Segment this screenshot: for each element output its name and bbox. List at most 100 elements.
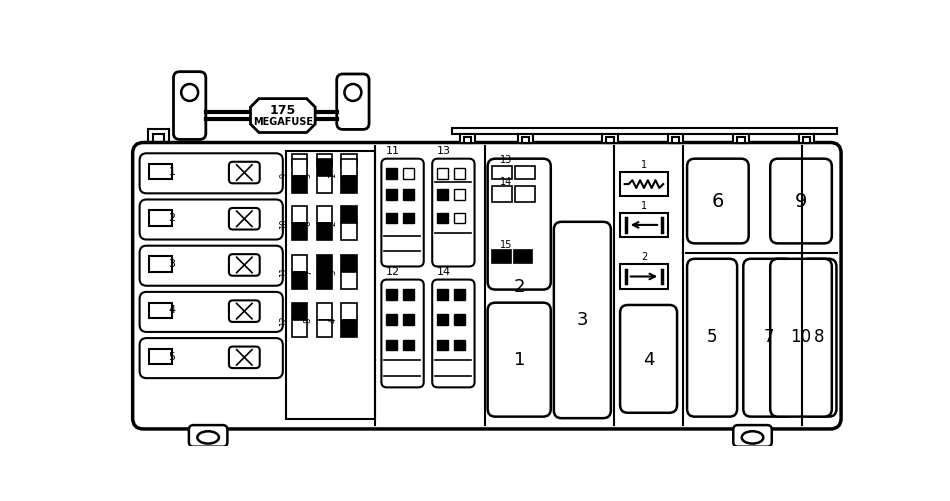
Text: 3: 3 — [168, 259, 176, 269]
FancyBboxPatch shape — [620, 305, 677, 413]
Bar — [492, 186, 512, 202]
Bar — [737, 137, 745, 142]
FancyBboxPatch shape — [733, 425, 771, 447]
Bar — [316, 304, 332, 320]
Text: 1: 1 — [641, 200, 647, 210]
Bar — [341, 320, 357, 337]
Bar — [733, 134, 749, 142]
Bar — [460, 134, 475, 142]
Text: 2: 2 — [168, 213, 176, 223]
Bar — [518, 134, 533, 142]
Text: 1: 1 — [168, 167, 176, 177]
Bar — [464, 137, 471, 142]
Bar — [799, 134, 814, 142]
Text: 10: 10 — [279, 218, 288, 228]
FancyBboxPatch shape — [140, 199, 283, 239]
Text: 14: 14 — [500, 177, 512, 187]
Bar — [149, 210, 172, 225]
Bar — [403, 314, 414, 325]
Text: 12: 12 — [387, 267, 400, 277]
Bar — [316, 159, 332, 176]
Bar — [454, 189, 465, 200]
Bar — [316, 255, 332, 272]
Bar — [149, 349, 172, 364]
Bar — [437, 340, 447, 350]
Bar — [514, 250, 532, 264]
Bar — [316, 176, 332, 192]
Text: 7: 7 — [304, 269, 313, 275]
FancyBboxPatch shape — [554, 222, 611, 418]
Polygon shape — [251, 99, 315, 132]
FancyBboxPatch shape — [336, 74, 369, 129]
Text: 15: 15 — [500, 240, 512, 250]
Text: 14: 14 — [437, 267, 451, 277]
Bar — [292, 223, 308, 240]
Text: 4: 4 — [168, 306, 176, 315]
Text: 9: 9 — [279, 173, 288, 178]
FancyBboxPatch shape — [687, 159, 749, 243]
FancyBboxPatch shape — [229, 208, 259, 229]
Bar — [149, 257, 172, 272]
Bar — [292, 272, 308, 289]
Bar — [286, 151, 375, 419]
FancyBboxPatch shape — [140, 245, 283, 286]
FancyBboxPatch shape — [140, 292, 283, 332]
Bar — [620, 264, 668, 289]
FancyBboxPatch shape — [229, 301, 259, 322]
Ellipse shape — [198, 431, 218, 443]
Text: 2: 2 — [513, 278, 525, 296]
FancyBboxPatch shape — [140, 153, 283, 193]
FancyBboxPatch shape — [140, 338, 283, 378]
Bar — [292, 304, 308, 320]
Text: 11: 11 — [279, 267, 288, 277]
Bar — [341, 176, 357, 192]
Bar — [386, 314, 397, 325]
Bar — [454, 212, 465, 223]
Bar — [602, 134, 618, 142]
Text: 11: 11 — [387, 146, 400, 156]
Bar — [341, 159, 357, 176]
Text: 4: 4 — [643, 351, 655, 369]
Bar — [341, 272, 357, 289]
Text: 10: 10 — [790, 328, 811, 346]
Text: 8: 8 — [304, 318, 313, 323]
Bar — [492, 166, 512, 179]
FancyBboxPatch shape — [802, 259, 836, 417]
Bar — [515, 186, 536, 202]
Text: 12: 12 — [279, 315, 288, 326]
Bar — [452, 128, 837, 134]
Bar — [437, 289, 447, 300]
Text: 2: 2 — [329, 221, 337, 226]
Text: 5: 5 — [707, 328, 718, 346]
FancyBboxPatch shape — [229, 254, 259, 276]
Text: 6: 6 — [712, 191, 724, 210]
Bar — [316, 320, 332, 337]
Bar — [341, 304, 357, 320]
Bar — [292, 320, 308, 337]
Bar — [620, 212, 668, 237]
Bar — [149, 303, 172, 318]
Bar — [386, 340, 397, 350]
Text: MEGAFUSE: MEGAFUSE — [253, 117, 313, 127]
Text: 1: 1 — [641, 160, 647, 170]
Ellipse shape — [742, 431, 763, 443]
Bar — [403, 189, 414, 200]
FancyBboxPatch shape — [189, 425, 227, 447]
Bar — [492, 250, 511, 264]
Bar — [454, 289, 465, 300]
Bar — [386, 189, 397, 200]
Bar — [403, 168, 414, 179]
FancyBboxPatch shape — [770, 159, 832, 243]
FancyBboxPatch shape — [770, 259, 832, 417]
Bar — [606, 137, 614, 142]
FancyBboxPatch shape — [229, 347, 259, 368]
Bar — [386, 168, 397, 179]
Bar — [672, 137, 679, 142]
Bar — [515, 166, 536, 179]
Bar — [386, 289, 397, 300]
Bar — [292, 206, 308, 223]
Text: 4: 4 — [329, 318, 337, 323]
Bar — [292, 176, 308, 192]
FancyBboxPatch shape — [687, 259, 737, 417]
Bar — [403, 289, 414, 300]
